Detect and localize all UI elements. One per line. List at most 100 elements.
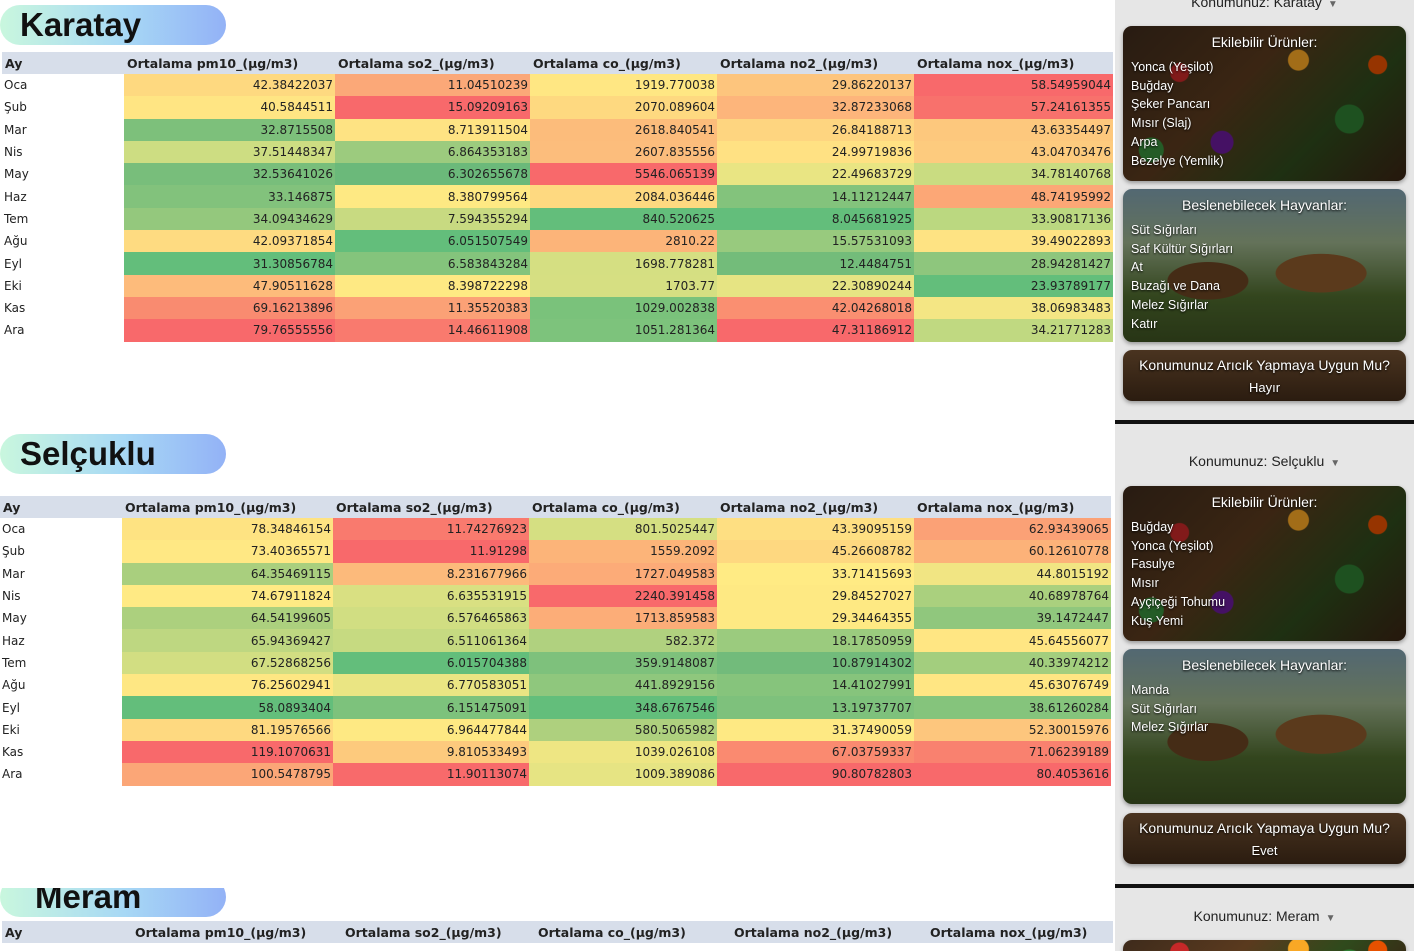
crops-card: Ekilebilir Ürünler: Buğday Yonca (Yeşilot…: [1123, 486, 1406, 641]
table-row: Kas 119.1070631 9.810533493 1039.026108 67.0…: [0, 740, 1111, 764]
value-cell: 33.146875: [124, 185, 335, 208]
value-cell: 119.1070631: [122, 740, 333, 764]
month-cell: Kas: [2, 296, 124, 320]
table-body: Oca 42.38422037 11.04510239 1919.770038 29.8…: [2, 74, 1113, 342]
value-cell: 81.19576566: [122, 718, 333, 741]
value-cell: 1698.778281: [530, 252, 717, 275]
value-cell: 359.9148087: [529, 651, 717, 675]
value-cell: 38.06983483: [914, 296, 1113, 320]
col-header-pm10: Ortalama pm10_(μg/m3): [124, 52, 335, 74]
table-row: Tem 34.09434629 7.594355294 840.520625 8.045…: [2, 207, 1113, 231]
value-cell: 47.90511628: [124, 274, 335, 297]
value-cell: 18.17850959: [717, 629, 914, 652]
location-dropdown[interactable]: Konumunuz: Meram ▼: [1115, 908, 1414, 924]
value-cell: 40.33974212: [914, 651, 1111, 675]
list-item: Şeker Pancarı: [1131, 97, 1211, 112]
value-cell: 33.90817136: [914, 207, 1113, 231]
value-cell: 42.09371854: [124, 230, 335, 253]
table-row: Oca 42.38422037 11.04510239 1919.770038 29.8…: [2, 74, 1113, 97]
value-cell: 31.37490059: [717, 718, 914, 741]
district-title: Karatay: [20, 6, 142, 43]
month-cell: Şub: [2, 96, 124, 119]
value-cell: 1051.281364: [530, 319, 717, 342]
value-cell: 1559.2092: [529, 540, 717, 563]
beekeeping-answer: Evet: [1251, 843, 1278, 858]
value-cell: 582.372: [529, 629, 717, 652]
table-row: Nis 74.67911824 6.635531915 2240.391458 29.8…: [0, 584, 1111, 608]
value-cell: 11.35520383: [335, 296, 530, 320]
value-cell: 8.231677966: [333, 562, 529, 585]
value-cell: 58.0893404: [122, 696, 333, 719]
value-cell: 8.713911504: [335, 118, 530, 141]
value-cell: 6.635531915: [333, 584, 529, 608]
value-cell: 7.594355294: [335, 207, 530, 231]
list-item: Yonca (Yeşilot): [1131, 60, 1214, 74]
list-item: Bezelye (Yemlik): [1131, 153, 1224, 168]
col-header-nox: Ortalama nox_(μg/m3): [914, 496, 1111, 518]
value-cell: 6.151475091: [333, 696, 529, 719]
value-cell: 40.5844511: [124, 96, 335, 119]
list-item: Melez Sığırlar: [1131, 720, 1209, 735]
value-cell: 67.03759337: [717, 740, 914, 764]
value-cell: 45.63076749: [914, 674, 1111, 697]
table-row: Tem 67.52868256 6.015704388 359.9148087 10.8…: [0, 651, 1111, 675]
district-title-pill: Karatay: [0, 5, 226, 45]
pollution-table: Ay Ortalama pm10_(μg/m3) Ortalama so2_(μ…: [2, 52, 1113, 342]
col-header-co: Ortalama co_(μg/m3): [535, 921, 731, 943]
crops-list: Buğday Yonca (Yeşilot) Fasulye Mısır Ayçiçeğ…: [1131, 518, 1225, 630]
district-title: Meram: [35, 888, 142, 915]
list-item: Yonca (Yeşilot): [1131, 538, 1214, 553]
chevron-down-icon: ▼: [1330, 458, 1341, 469]
value-cell: 74.67911824: [122, 584, 333, 608]
location-label: Konumunuz: Meram: [1193, 908, 1320, 924]
value-cell: 29.84527027: [717, 584, 914, 608]
table-header-row: Ay Ortalama pm10_(μg/m3) Ortalama so2_(μ…: [2, 921, 1113, 943]
value-cell: 28.94281427: [914, 252, 1113, 275]
value-cell: 14.41027991: [717, 674, 914, 697]
value-cell: 47.31186912: [717, 319, 914, 342]
pollution-table: Ay Ortalama pm10_(μg/m3) Ortalama so2_(μ…: [0, 496, 1111, 786]
value-cell: 71.06239189: [914, 740, 1111, 764]
value-cell: 45.64556077: [914, 629, 1111, 652]
value-cell: 1727.049583: [529, 562, 717, 585]
col-header-no2: Ortalama no2_(μg/m3): [717, 52, 914, 74]
month-cell: Oca: [0, 518, 122, 541]
table-row: Haz 65.94369427 6.511061364 582.372 18.17850…: [0, 629, 1111, 652]
value-cell: 37.51448347: [124, 140, 335, 164]
list-item: Buğday: [1131, 520, 1174, 534]
value-cell: 11.91298: [333, 540, 529, 563]
value-cell: 2618.840541: [530, 118, 717, 141]
table-row: Mar 32.8715508 8.713911504 2618.840541 26.84…: [2, 118, 1113, 141]
col-header-pm10: Ortalama pm10_(μg/m3): [132, 921, 342, 943]
col-header-no2: Ortalama no2_(μg/m3): [731, 921, 927, 943]
value-cell: 5546.065139: [530, 163, 717, 186]
location-label: Konumunuz: Karatay: [1191, 0, 1322, 10]
value-cell: 12.4484751: [717, 252, 914, 275]
pollution-table: Ay Ortalama pm10_(μg/m3) Ortalama so2_(μ…: [2, 921, 1113, 943]
value-cell: 8.398722298: [335, 274, 530, 297]
col-header-nox: Ortalama nox_(μg/m3): [927, 921, 1113, 943]
chevron-down-icon: ▼: [1325, 913, 1336, 924]
value-cell: 6.302655678: [335, 163, 530, 186]
location-dropdown[interactable]: Konumunuz: Selçuklu ▼: [1115, 453, 1414, 469]
location-dropdown[interactable]: Konumunuz: Karatay ▼: [1115, 0, 1414, 10]
section-meram: Meram Ay Ortalama pm10_(μg/m3) Ortalama …: [0, 888, 1115, 951]
value-cell: 73.40365571: [122, 540, 333, 563]
value-cell: 32.87233068: [717, 96, 914, 119]
value-cell: 23.93789177: [914, 274, 1113, 297]
month-cell: May: [2, 163, 124, 186]
table-row: Nis 37.51448347 6.864353183 2607.835556 24.9…: [2, 140, 1113, 164]
value-cell: 11.74276923: [333, 518, 529, 541]
panel-separator: [1115, 420, 1414, 424]
beekeeping-question: Konumunuz Arıcık Yapmaya Uygun Mu?: [1139, 357, 1390, 373]
value-cell: 6.770583051: [333, 674, 529, 697]
table-row: Eki 81.19576566 6.964477844 580.5065982 31.3…: [0, 718, 1111, 741]
value-cell: 1713.859583: [529, 607, 717, 630]
crops-card: Ekilebilir Ürünler: Yonca (Yeşilot) Buğda…: [1123, 26, 1406, 181]
list-item: Mısır: [1131, 576, 1159, 591]
animals-card: Beslenebilecek Hayvanlar: Süt Sığırları S…: [1123, 189, 1406, 342]
month-cell: Haz: [0, 629, 122, 652]
value-cell: 2607.835556: [530, 140, 717, 164]
value-cell: 6.015704388: [333, 651, 529, 675]
month-cell: Eki: [0, 718, 122, 741]
